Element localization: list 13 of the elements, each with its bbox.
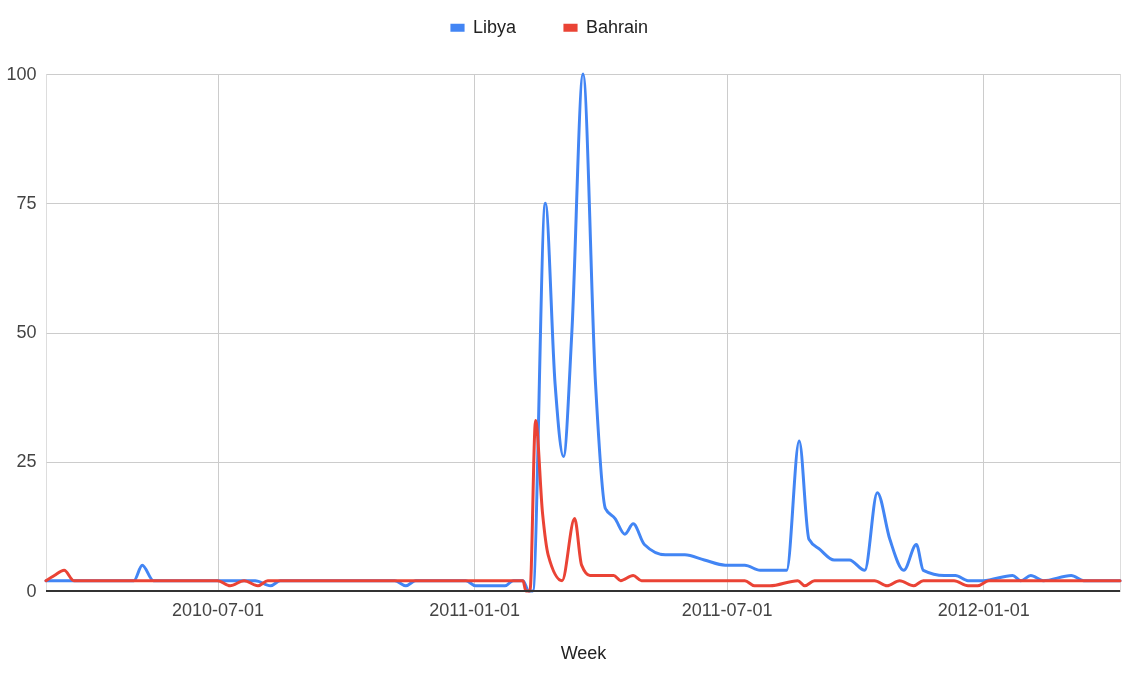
legend-label: Libya	[473, 16, 518, 37]
line-series	[44, 418, 1122, 593]
x-tick-label: 2011-01-01	[429, 599, 521, 620]
x-tick-label: 2012-01-01	[937, 599, 1030, 620]
y-tick-label: 75	[16, 192, 37, 213]
y-tick-label: 25	[16, 451, 37, 472]
y-tick-label: 100	[6, 63, 37, 84]
x-tick-label: 2011-07-01	[681, 599, 773, 620]
y-tick-label: 0	[26, 580, 37, 601]
x-tick-label: 2010-07-01	[172, 599, 265, 620]
legend-label: Bahrain	[586, 16, 649, 37]
y-tick-label: 50	[16, 322, 37, 342]
x-axis-title: Week	[560, 642, 608, 663]
